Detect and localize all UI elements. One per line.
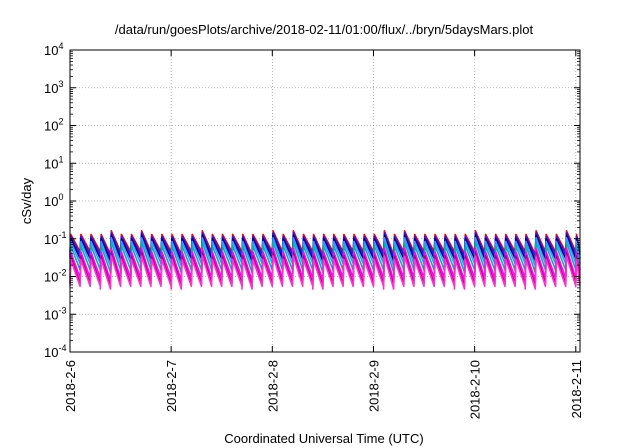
x-tick-label: 2018-2-6 bbox=[63, 360, 78, 412]
y-tick-label: 10-3 bbox=[44, 305, 66, 322]
y-tick-label: 10-1 bbox=[44, 230, 66, 247]
chart-title: /data/run/goesPlots/archive/2018-02-11/0… bbox=[115, 22, 534, 37]
y-tick-label-exponent: 3 bbox=[58, 79, 63, 89]
y-tick-label-exponent: -1 bbox=[58, 230, 66, 240]
y-tick-label-base: 10 bbox=[44, 119, 58, 134]
y-axis-label: cSv/day bbox=[19, 177, 34, 224]
y-tick-label-base: 10 bbox=[44, 232, 58, 247]
x-axis: 2018-2-6 2018-2-7 2018-2-8 2018-2-9 2018-2-1… bbox=[63, 50, 584, 419]
y-tick-label: 103 bbox=[44, 79, 63, 96]
x-tick-label: 2018-2-7 bbox=[164, 360, 179, 412]
y-tick-label-base: 10 bbox=[44, 345, 58, 360]
x-tick-label: 2018-2-8 bbox=[265, 360, 280, 412]
y-tick-label-exponent: 1 bbox=[58, 154, 63, 164]
series-line-8 bbox=[69, 255, 581, 290]
x-tick-label: 2018-2-9 bbox=[366, 360, 381, 412]
grid bbox=[70, 50, 580, 352]
y-tick-label-exponent: 2 bbox=[58, 117, 63, 127]
y-tick-label-base: 10 bbox=[44, 156, 58, 171]
y-tick-label-base: 10 bbox=[44, 81, 58, 96]
y-tick-label: 10-4 bbox=[44, 343, 66, 360]
y-tick-label-base: 10 bbox=[44, 43, 58, 58]
y-tick-label-exponent: -4 bbox=[58, 343, 66, 353]
plot-area bbox=[69, 230, 581, 290]
y-tick-label-base: 10 bbox=[44, 194, 58, 209]
y-tick-label-exponent: -2 bbox=[58, 268, 66, 278]
x-tick-label: 2018-2-11 bbox=[569, 360, 584, 418]
y-tick-label-exponent: 0 bbox=[58, 192, 63, 202]
x-tick-label: 2018-2-10 bbox=[468, 360, 483, 419]
y-tick-label-exponent: 4 bbox=[58, 41, 63, 51]
y-tick-label: 104 bbox=[44, 41, 63, 58]
y-tick-label-exponent: -3 bbox=[58, 305, 66, 315]
y-tick-label-base: 10 bbox=[44, 307, 58, 322]
y-tick-label: 101 bbox=[44, 154, 63, 171]
y-tick-label: 100 bbox=[44, 192, 63, 209]
x-axis-label: Coordinated Universal Time (UTC) bbox=[224, 431, 423, 446]
y-tick-label: 102 bbox=[44, 117, 63, 134]
y-tick-label-base: 10 bbox=[44, 270, 58, 285]
y-tick-label: 10-2 bbox=[44, 268, 66, 285]
